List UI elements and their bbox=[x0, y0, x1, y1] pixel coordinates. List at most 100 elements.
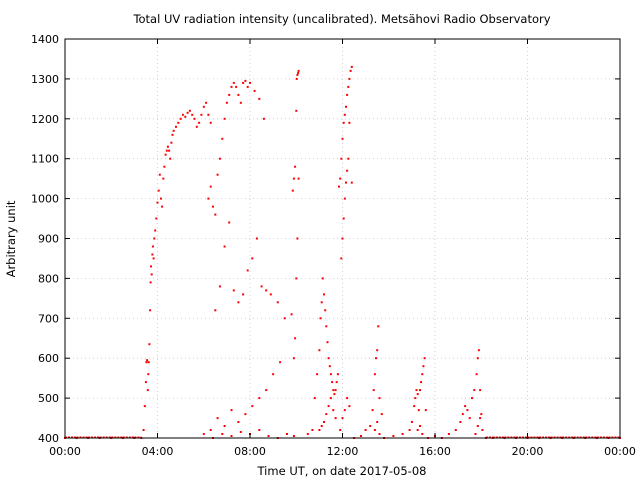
data-point bbox=[346, 397, 349, 400]
y-tick-label: 1100 bbox=[31, 153, 59, 166]
data-point bbox=[325, 413, 328, 416]
data-point bbox=[369, 425, 372, 427]
data-point bbox=[421, 433, 424, 435]
data-point bbox=[329, 397, 332, 400]
x-tick-label: 16:00 bbox=[419, 445, 451, 458]
x-tick-label: 00:00 bbox=[49, 445, 81, 458]
data-point bbox=[150, 265, 152, 268]
data-point bbox=[323, 293, 325, 296]
x-tick-label: 04:00 bbox=[142, 445, 174, 458]
data-point bbox=[286, 433, 288, 435]
data-point bbox=[202, 105, 205, 108]
data-point bbox=[214, 213, 217, 216]
data-point bbox=[212, 205, 214, 208]
data-point bbox=[147, 361, 150, 364]
y-tick-label: 400 bbox=[38, 432, 59, 445]
data-point bbox=[347, 157, 350, 160]
data-point bbox=[146, 389, 149, 392]
data-point bbox=[345, 181, 347, 184]
data-point bbox=[160, 197, 162, 200]
data-point bbox=[239, 101, 242, 104]
data-point bbox=[251, 405, 254, 408]
x-tick-label: 12:00 bbox=[327, 445, 359, 458]
data-point bbox=[175, 125, 177, 128]
data-point bbox=[468, 417, 471, 420]
data-point bbox=[343, 409, 346, 412]
data-point bbox=[320, 301, 323, 304]
y-tick-label: 1400 bbox=[31, 33, 59, 46]
data-point bbox=[230, 435, 233, 437]
data-point bbox=[481, 429, 484, 431]
y-axis-label: Arbitrary unit bbox=[4, 200, 18, 277]
data-point bbox=[347, 85, 350, 88]
data-point bbox=[341, 237, 344, 240]
data-point bbox=[265, 289, 268, 292]
data-point bbox=[419, 425, 421, 427]
data-point bbox=[313, 397, 316, 400]
data-point bbox=[188, 109, 191, 112]
data-point bbox=[335, 381, 338, 384]
data-point bbox=[360, 435, 362, 437]
data-point bbox=[292, 177, 295, 180]
data-point bbox=[476, 357, 479, 360]
data-point bbox=[297, 69, 300, 72]
data-point bbox=[153, 237, 156, 240]
data-point bbox=[319, 317, 322, 320]
data-point bbox=[480, 413, 483, 416]
data-point bbox=[191, 113, 194, 116]
data-point bbox=[158, 173, 161, 176]
data-point bbox=[447, 433, 450, 435]
data-point bbox=[380, 413, 383, 416]
data-point bbox=[375, 357, 377, 360]
data-point bbox=[342, 217, 345, 220]
data-point bbox=[339, 177, 342, 180]
data-point bbox=[151, 245, 154, 248]
data-point bbox=[479, 417, 482, 420]
data-point bbox=[279, 361, 282, 364]
data-point bbox=[416, 429, 419, 431]
data-point bbox=[283, 317, 286, 320]
data-point bbox=[209, 121, 212, 124]
data-point bbox=[237, 301, 240, 304]
data-point bbox=[253, 89, 256, 92]
data-point bbox=[373, 373, 376, 376]
data-point bbox=[228, 93, 231, 96]
data-point bbox=[207, 113, 210, 116]
data-point bbox=[311, 429, 314, 431]
data-point bbox=[454, 429, 457, 431]
data-point bbox=[296, 237, 299, 240]
data-point bbox=[163, 165, 166, 168]
data-point bbox=[143, 405, 146, 408]
data-point bbox=[392, 435, 395, 437]
data-point bbox=[346, 93, 349, 96]
x-tick-label: 20:00 bbox=[512, 445, 544, 458]
data-point bbox=[260, 285, 263, 288]
data-point bbox=[295, 77, 298, 80]
data-point bbox=[269, 293, 272, 296]
data-point bbox=[331, 381, 334, 384]
data-point bbox=[218, 285, 221, 288]
data-point bbox=[339, 429, 342, 431]
data-point bbox=[221, 137, 224, 140]
data-point bbox=[318, 429, 321, 431]
data-point bbox=[318, 349, 321, 352]
data-point bbox=[292, 435, 295, 437]
data-point bbox=[343, 113, 346, 116]
data-point bbox=[342, 121, 345, 124]
data-point bbox=[364, 429, 367, 431]
data-point bbox=[297, 177, 300, 180]
data-point bbox=[237, 421, 240, 423]
data-point bbox=[348, 121, 351, 124]
data-point bbox=[296, 73, 299, 76]
data-point bbox=[152, 257, 155, 260]
data-point bbox=[258, 97, 261, 100]
data-point bbox=[477, 349, 480, 352]
data-point bbox=[156, 201, 159, 204]
data-point bbox=[346, 169, 349, 172]
data-point bbox=[334, 389, 337, 392]
data-point bbox=[321, 277, 324, 280]
data-point bbox=[164, 153, 167, 156]
data-point bbox=[276, 301, 279, 304]
data-point bbox=[251, 257, 254, 260]
